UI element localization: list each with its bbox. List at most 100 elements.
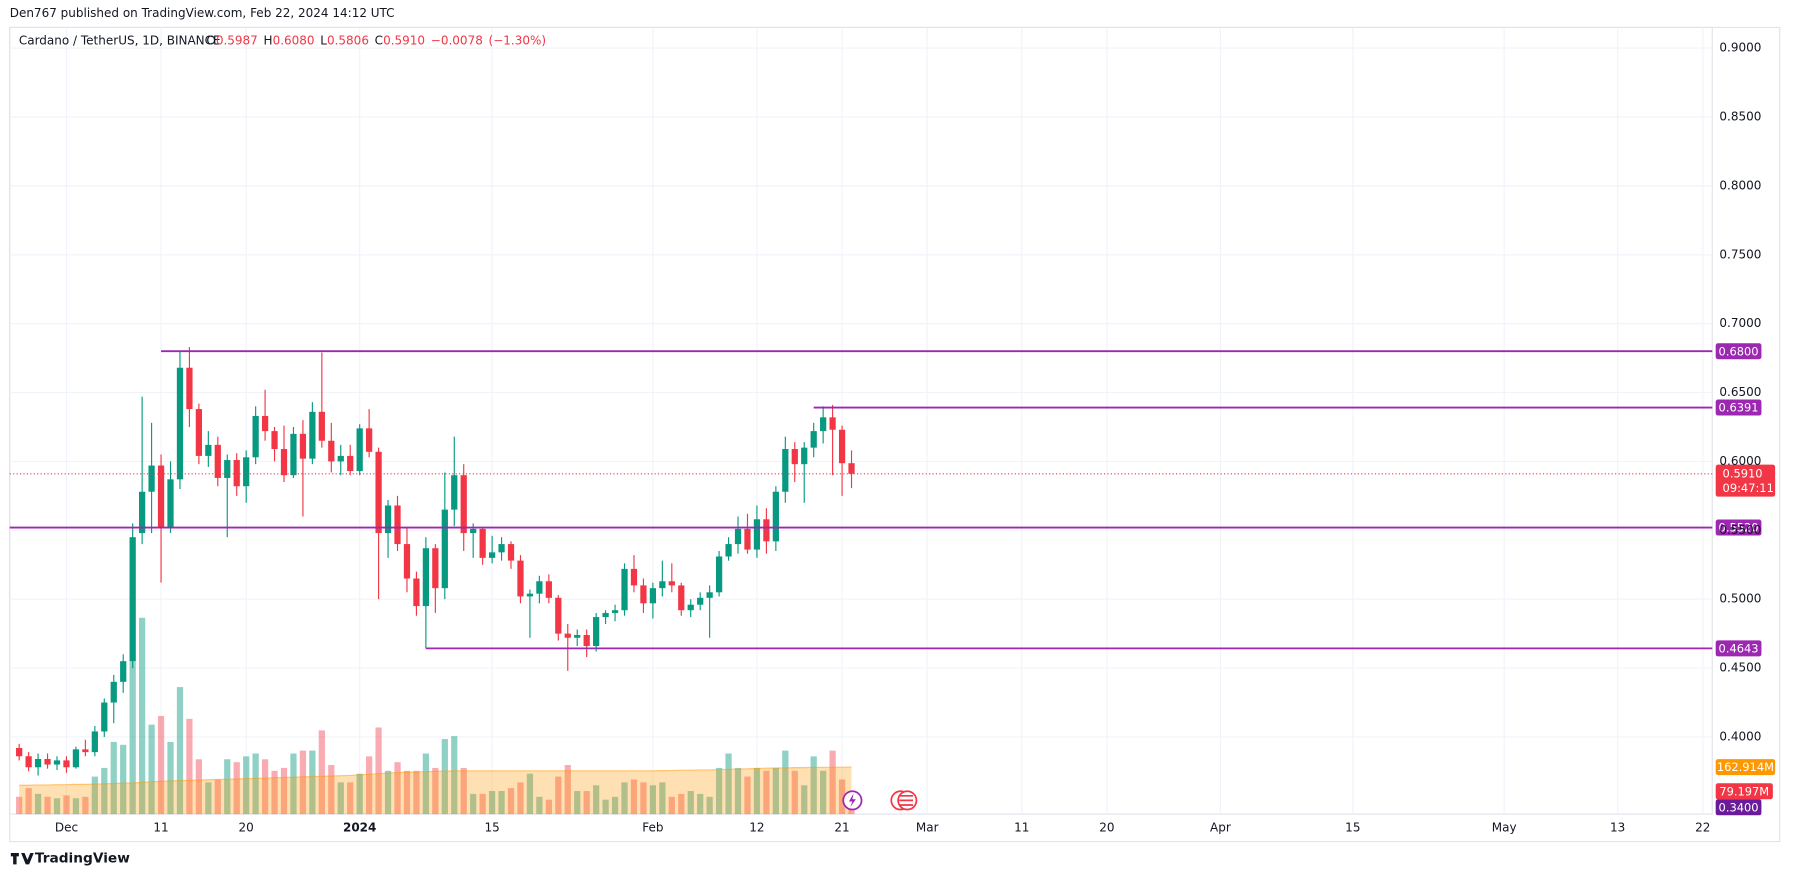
volume-bar: [441, 739, 448, 815]
legend-item: (−1.30%): [489, 34, 547, 48]
candle-body: [583, 635, 590, 647]
last-price-box: [1715, 464, 1776, 497]
candle-body: [120, 661, 127, 682]
candle-body: [498, 544, 505, 553]
candle-body: [460, 475, 467, 534]
candle-body: [801, 447, 808, 465]
x-tick-label: 11: [1014, 820, 1029, 834]
candle-body: [706, 592, 713, 598]
axis-bottom-label-box: [1715, 799, 1762, 816]
candle-body: [214, 444, 221, 478]
volume-bar: [640, 782, 647, 815]
candle-body: [91, 731, 98, 753]
volume-bar: [545, 799, 552, 815]
x-tick-label: Mar: [916, 820, 939, 834]
candle-body: [697, 597, 704, 605]
volume-bar: [829, 750, 836, 815]
candle-body: [63, 760, 70, 768]
candle-body: [479, 528, 486, 558]
volume-bar: [838, 779, 846, 815]
candle-body: [413, 578, 420, 607]
volume-bar: [186, 718, 193, 815]
volume-bar: [432, 767, 439, 815]
legend-item: O: [206, 34, 215, 48]
volume-bar: [72, 798, 80, 815]
event-icons: [842, 790, 918, 811]
level-label: 0.4643: [1719, 641, 1759, 655]
volume-bar: [706, 796, 713, 815]
level-label: 0.6800: [1719, 344, 1759, 358]
volume-bar: [753, 767, 761, 815]
volume-bar: [129, 661, 136, 815]
volume-bar: [384, 770, 392, 815]
candle-body: [526, 593, 534, 597]
volume-bar: [725, 753, 732, 815]
candle-body: [139, 491, 146, 534]
candle-body: [451, 475, 458, 510]
brand: TradingView: [10, 851, 130, 867]
y-tick-label: 0.7000: [1719, 316, 1761, 330]
legend-item: 0.5910: [383, 34, 425, 48]
volume-bar: [176, 687, 184, 815]
volume-bar: [53, 798, 61, 815]
volume-bar: [366, 756, 373, 815]
candle-body: [611, 610, 619, 613]
volume-bar: [715, 767, 723, 815]
candle-body: [366, 428, 373, 452]
volume-bar: [697, 793, 704, 815]
candle-body: [470, 528, 477, 534]
volume-bar: [479, 793, 486, 815]
volume-ma-value-box: [1715, 759, 1776, 776]
candle-body: [848, 463, 855, 474]
volume-bar: [299, 750, 307, 815]
candle-body: [659, 581, 666, 589]
candle-body: [782, 449, 789, 492]
candle-body: [791, 449, 798, 465]
candle-body: [763, 519, 770, 542]
y-tick-label: 0.4500: [1719, 661, 1761, 675]
candle-body: [422, 548, 430, 607]
candle-body: [621, 568, 628, 611]
volume-bar: [394, 762, 401, 815]
volume-bar: [488, 791, 496, 815]
candle-body: [337, 455, 344, 462]
outer-frame: [9, 26, 1781, 843]
x-tick-label: 2024: [343, 820, 376, 834]
volume-bar: [214, 779, 221, 815]
volume-bar: [101, 767, 108, 815]
candle-body: [233, 460, 240, 487]
volume-bar: [810, 756, 817, 815]
volume-bar: [233, 762, 240, 815]
publish-note: Den767 published on TradingView.com, Feb…: [10, 6, 395, 20]
y-tick-label: 0.5500: [1719, 523, 1761, 537]
volume-bar: [252, 753, 259, 815]
candle-body: [356, 428, 363, 472]
volume-bar: [16, 796, 23, 815]
legend-item: H: [264, 34, 273, 48]
candle-body: [309, 411, 316, 459]
candle-body: [34, 759, 42, 768]
volume-bar: [734, 767, 742, 815]
candle-body: [394, 505, 401, 545]
level-label-box: [1715, 640, 1762, 657]
volume-bar: [167, 741, 174, 815]
volume-bar: [261, 759, 269, 815]
candle-body: [375, 451, 382, 534]
candle-body: [640, 585, 647, 604]
candle-body: [299, 433, 307, 459]
volume-ma-line: [19, 766, 852, 786]
volume-bar: [413, 770, 420, 815]
candle-body: [271, 431, 278, 450]
volume-bar: [470, 793, 477, 815]
volume-bar: [375, 727, 382, 815]
volume-bar: [772, 767, 779, 815]
volume-bar: [791, 770, 798, 815]
candle-body: [101, 702, 108, 732]
candle-body: [678, 585, 685, 611]
candle-body: [347, 455, 354, 472]
candle-body: [53, 760, 61, 765]
level-label-box: [1715, 343, 1762, 360]
grid: [9, 27, 1713, 815]
